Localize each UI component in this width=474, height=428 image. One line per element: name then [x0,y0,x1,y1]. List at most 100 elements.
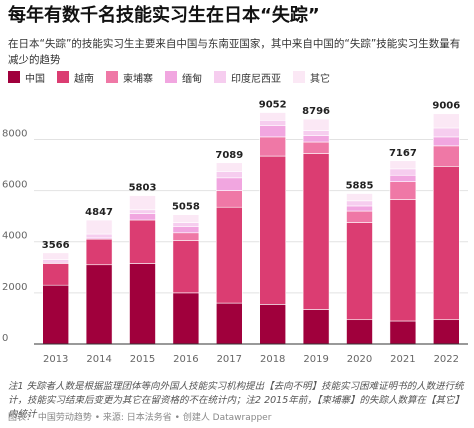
bar-segment-2018-4 [259,119,287,126]
x-tick-label-2014: 2014 [86,354,111,365]
bar-segment-2015-5 [129,195,156,211]
bar-segment-2019-0 [302,309,330,345]
bar-segment-2013-4 [42,259,70,263]
legend-item-vietnam: 越南 [57,70,94,85]
x-tick-label-2015: 2015 [130,354,155,365]
legend: 中国 越南 柬埔寨 缅甸 印度尼西亚 其它 [8,70,468,85]
legend-label-china: 中国 [25,73,45,85]
bar-segment-2016-0 [172,292,200,345]
bar-segment-2014-0 [85,264,113,345]
bar-segment-2014-5 [85,219,113,235]
bar-segment-2020-5 [346,193,373,202]
y-tick-label-8000: 8000 [2,128,27,139]
bar-segment-2017-5 [216,162,243,172]
legend-swatch-vietnam [57,71,69,83]
legend-item-china: 中国 [8,70,45,85]
total-label-2020: 5885 [346,181,374,192]
footnote: 注1 失踪者人数是根据监理团体等向外国人技能实习机构提出【去向不明】技能实习困难… [8,381,464,420]
bar-segment-2020-4 [346,200,373,207]
legend-label-myanmar: 缅甸 [182,73,202,85]
total-label-2013: 3566 [42,240,70,251]
total-label-2019: 8796 [302,106,330,117]
chart-subtitle: 在日本“失踪”的技能实习生主要来自中国与东南亚国家，其中来自中国的“失踪”技能实… [8,38,461,66]
legend-swatch-myanmar [165,71,177,83]
bar-segment-2019-2 [302,141,330,154]
bar-segment-2022-1 [432,166,460,321]
bar-segment-2017-3 [216,177,243,191]
x-tick-label-2022: 2022 [434,354,459,365]
legend-label-vietnam: 越南 [74,73,94,85]
total-label-2015: 5803 [129,183,157,194]
bar-segment-2016-4 [172,222,200,227]
bar-segment-2016-1 [172,240,200,294]
total-label-2017: 7089 [215,150,243,161]
legend-label-cambodia: 柬埔寨 [123,73,153,85]
bar-segment-2021-0 [389,320,417,345]
bar-segment-2019-3 [302,135,330,143]
y-tick-label-0: 0 [2,333,8,344]
stacked-bar-chart: 0 2000 4000 6000 8000 3566 2013 4847 2014 5803 201… [2,100,468,365]
bar-segment-2020-0 [346,319,373,345]
bar-segment-2015-3 [129,213,156,221]
bar-segment-2018-2 [259,136,287,157]
legend-item-indonesia: 印度尼西亚 [214,70,281,85]
bar-segment-2013-5 [42,252,70,260]
legend-swatch-china [8,71,20,83]
legend-item-cambodia: 柬埔寨 [106,70,153,85]
bar-segment-2017-4 [216,171,243,179]
bar-segment-2020-2 [346,210,373,223]
bar-segment-2019-4 [302,130,330,136]
total-label-2016: 5058 [172,202,200,213]
total-label-2018: 9052 [259,100,287,111]
y-tick-label-6000: 6000 [2,180,27,191]
bar-segment-2017-0 [216,302,243,345]
bar-segment-2021-3 [389,174,417,182]
x-tick-label-2021: 2021 [390,354,415,365]
bar-segment-2016-3 [172,226,200,234]
bar-segment-2013-1 [42,263,70,286]
bar-segment-2015-0 [129,263,156,345]
bar-segment-2021-2 [389,181,417,200]
source-line: 图表： 中国劳动趋势 • 来源: 日本法务省 • 创建人 Datawrapper [8,413,272,423]
bar-segment-2017-1 [216,206,243,304]
bar-segment-2018-5 [259,112,287,121]
bar-segment-2019-5 [302,118,330,131]
total-label-2014: 4847 [85,207,113,218]
y-tick-label-2000: 2000 [2,282,27,293]
bar-segment-2022-2 [432,145,460,167]
bar-segment-2021-5 [389,160,417,170]
total-label-2022: 9006 [432,101,460,112]
legend-label-indonesia: 印度尼西亚 [231,73,281,85]
bar-segment-2020-3 [346,205,373,212]
bar-segment-2015-1 [129,219,156,264]
bar-segment-2021-1 [389,199,417,322]
x-tick-label-2019: 2019 [303,354,328,365]
bar-segment-2022-3 [432,136,460,147]
legend-swatch-cambodia [106,71,118,83]
bar-segment-2022-0 [432,319,460,345]
bar-segment-2014-1 [85,238,113,266]
x-tick-label-2017: 2017 [217,354,242,365]
bar-segment-2022-5 [432,113,460,129]
bar-segment-2020-1 [346,222,373,321]
legend-label-other: 其它 [310,73,330,85]
bar-segment-2016-5 [172,214,200,223]
legend-swatch-indonesia [214,71,226,83]
bar-segment-2018-1 [259,155,287,305]
bar-segment-2015-4 [129,209,156,214]
bar-segment-2016-2 [172,232,200,241]
bar-segment-2021-4 [389,168,417,176]
bar-segment-2017-2 [216,190,243,208]
legend-swatch-other [293,71,305,83]
bar-segment-2018-0 [259,304,287,345]
bar-segment-2014-4 [85,233,113,239]
total-label-2021: 7167 [389,148,417,159]
bar-segment-2019-1 [302,153,330,310]
legend-item-myanmar: 缅甸 [165,70,202,85]
bar-segment-2018-3 [259,125,287,138]
y-tick-label-4000: 4000 [2,231,27,242]
chart-title: 每年有数千名技能实习生在日本“失踪” [8,5,320,26]
x-tick-label-2020: 2020 [347,354,372,365]
x-tick-label-2018: 2018 [260,354,285,365]
x-tick-label-2016: 2016 [173,354,198,365]
